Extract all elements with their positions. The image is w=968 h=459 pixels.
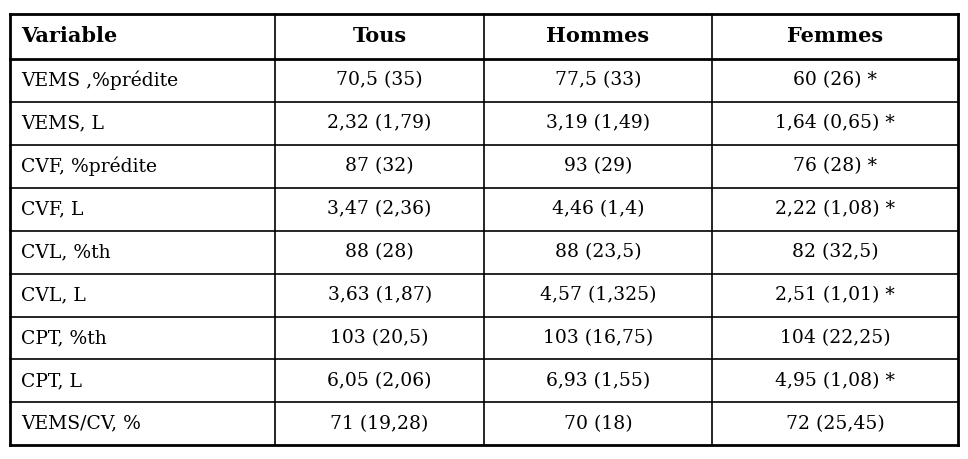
Text: 82 (32,5): 82 (32,5) <box>792 243 878 261</box>
Text: 88 (23,5): 88 (23,5) <box>555 243 641 261</box>
Text: VEMS/CV, %: VEMS/CV, % <box>21 415 141 433</box>
Text: CVF, L: CVF, L <box>21 200 84 218</box>
Text: Variable: Variable <box>21 27 117 46</box>
Text: Femmes: Femmes <box>787 27 883 46</box>
Text: 2,22 (1,08) *: 2,22 (1,08) * <box>775 200 895 218</box>
Text: VEMS ,%prédite: VEMS ,%prédite <box>21 71 178 90</box>
Text: Tous: Tous <box>352 27 407 46</box>
Text: 1,64 (0,65) *: 1,64 (0,65) * <box>775 114 894 133</box>
Text: 4,57 (1,325): 4,57 (1,325) <box>539 286 656 304</box>
Text: VEMS, L: VEMS, L <box>21 114 105 133</box>
Text: CPT, L: CPT, L <box>21 372 82 390</box>
Text: 3,19 (1,49): 3,19 (1,49) <box>546 114 650 133</box>
Text: 6,93 (1,55): 6,93 (1,55) <box>546 372 650 390</box>
Text: CPT, %th: CPT, %th <box>21 329 107 347</box>
Text: CVF, %prédite: CVF, %prédite <box>21 157 157 176</box>
Text: 76 (28) *: 76 (28) * <box>793 157 877 175</box>
Text: 104 (22,25): 104 (22,25) <box>779 329 891 347</box>
Text: CVL, L: CVL, L <box>21 286 86 304</box>
Text: 77,5 (33): 77,5 (33) <box>555 72 641 90</box>
Text: 93 (29): 93 (29) <box>563 157 632 175</box>
Text: Hommes: Hommes <box>546 27 650 46</box>
Text: 4,46 (1,4): 4,46 (1,4) <box>552 200 644 218</box>
Text: 4,95 (1,08) *: 4,95 (1,08) * <box>775 372 895 390</box>
Text: 70 (18): 70 (18) <box>563 415 632 433</box>
Text: 3,47 (2,36): 3,47 (2,36) <box>327 200 432 218</box>
Text: 87 (32): 87 (32) <box>346 157 414 175</box>
Text: 88 (28): 88 (28) <box>346 243 414 261</box>
Text: 103 (16,75): 103 (16,75) <box>543 329 653 347</box>
Text: 71 (19,28): 71 (19,28) <box>330 415 429 433</box>
Text: 70,5 (35): 70,5 (35) <box>336 72 423 90</box>
Text: 72 (25,45): 72 (25,45) <box>786 415 885 433</box>
Text: CVL, %th: CVL, %th <box>21 243 111 261</box>
Text: 60 (26) *: 60 (26) * <box>793 72 877 90</box>
Text: 103 (20,5): 103 (20,5) <box>330 329 429 347</box>
Text: 2,51 (1,01) *: 2,51 (1,01) * <box>775 286 894 304</box>
Text: 6,05 (2,06): 6,05 (2,06) <box>327 372 432 390</box>
Text: 2,32 (1,79): 2,32 (1,79) <box>327 114 432 133</box>
Text: 3,63 (1,87): 3,63 (1,87) <box>327 286 432 304</box>
